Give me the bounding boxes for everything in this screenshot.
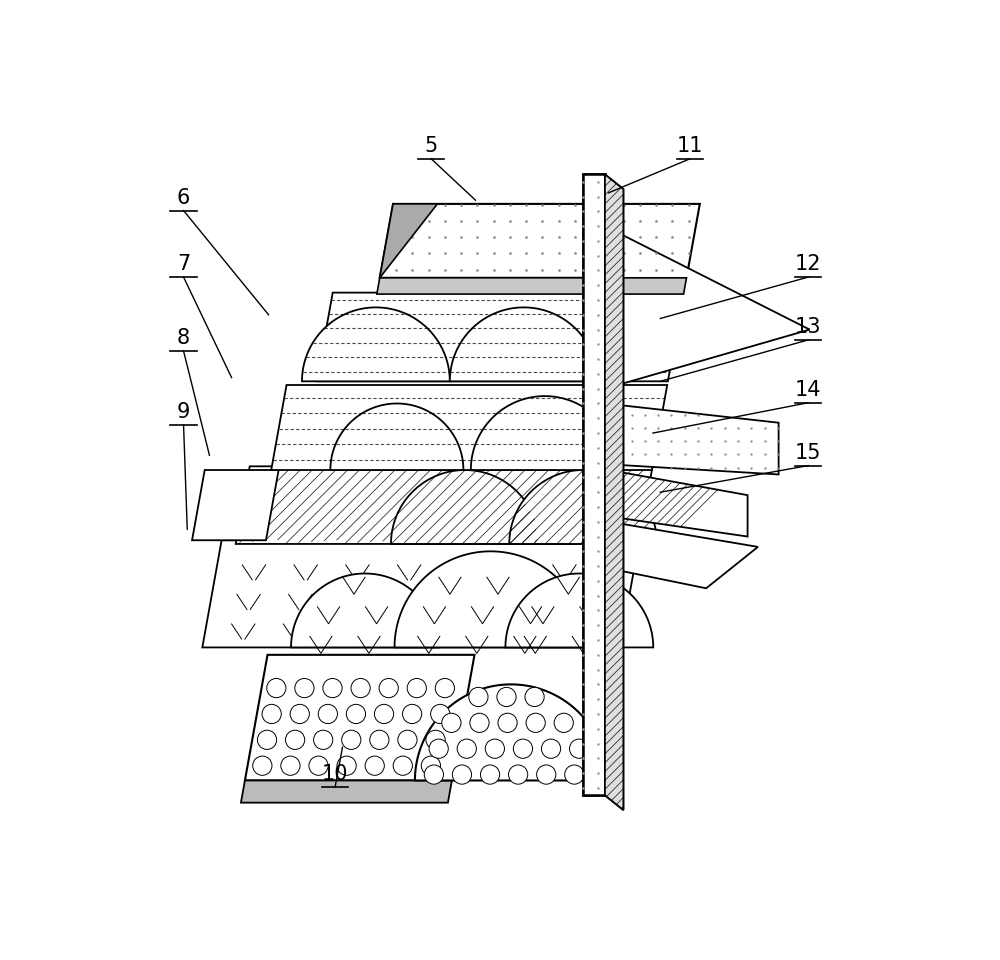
Circle shape xyxy=(480,765,500,784)
Polygon shape xyxy=(291,573,439,647)
Polygon shape xyxy=(509,470,657,544)
Circle shape xyxy=(570,739,589,758)
Circle shape xyxy=(470,713,489,732)
Circle shape xyxy=(290,705,309,724)
Text: 14: 14 xyxy=(795,380,821,399)
Circle shape xyxy=(469,687,488,707)
Circle shape xyxy=(541,739,561,758)
Circle shape xyxy=(393,756,412,776)
Text: 5: 5 xyxy=(425,136,438,156)
Circle shape xyxy=(525,687,544,707)
Circle shape xyxy=(257,731,277,750)
Circle shape xyxy=(513,739,533,758)
Polygon shape xyxy=(380,204,700,277)
Polygon shape xyxy=(605,469,748,537)
Circle shape xyxy=(537,765,556,784)
Polygon shape xyxy=(505,573,653,647)
Circle shape xyxy=(374,705,394,724)
Polygon shape xyxy=(391,470,539,544)
Text: 6: 6 xyxy=(177,187,190,207)
Circle shape xyxy=(497,687,516,707)
Polygon shape xyxy=(236,467,653,544)
Circle shape xyxy=(457,739,476,758)
Circle shape xyxy=(403,705,422,724)
Polygon shape xyxy=(202,540,639,647)
Polygon shape xyxy=(605,175,623,810)
Circle shape xyxy=(309,756,328,776)
Polygon shape xyxy=(415,684,607,780)
Circle shape xyxy=(253,756,272,776)
Circle shape xyxy=(365,756,384,776)
Polygon shape xyxy=(302,307,450,381)
Circle shape xyxy=(424,765,443,784)
Circle shape xyxy=(346,705,366,724)
Polygon shape xyxy=(330,403,463,470)
Polygon shape xyxy=(605,226,810,389)
Polygon shape xyxy=(377,277,687,294)
Polygon shape xyxy=(605,175,623,810)
Circle shape xyxy=(318,705,337,724)
Circle shape xyxy=(295,679,314,698)
Circle shape xyxy=(262,705,281,724)
Text: 9: 9 xyxy=(177,402,190,422)
Circle shape xyxy=(431,705,450,724)
Text: 13: 13 xyxy=(795,317,821,337)
Circle shape xyxy=(323,679,342,698)
Circle shape xyxy=(426,731,445,750)
Polygon shape xyxy=(471,396,619,470)
Circle shape xyxy=(498,713,517,732)
Polygon shape xyxy=(192,470,279,540)
Circle shape xyxy=(407,679,426,698)
Circle shape xyxy=(554,713,573,732)
Circle shape xyxy=(370,731,389,750)
Circle shape xyxy=(452,765,472,784)
Circle shape xyxy=(337,756,356,776)
Polygon shape xyxy=(605,521,758,588)
Polygon shape xyxy=(271,385,667,470)
Circle shape xyxy=(398,731,417,750)
Text: 11: 11 xyxy=(677,136,703,156)
Circle shape xyxy=(509,765,528,784)
Circle shape xyxy=(485,739,504,758)
Circle shape xyxy=(526,713,545,732)
Circle shape xyxy=(351,679,370,698)
Circle shape xyxy=(565,765,584,784)
Circle shape xyxy=(379,679,398,698)
Circle shape xyxy=(267,679,286,698)
Polygon shape xyxy=(395,551,587,647)
Text: 10: 10 xyxy=(322,764,348,784)
Text: 12: 12 xyxy=(795,254,821,275)
Polygon shape xyxy=(317,293,684,381)
Polygon shape xyxy=(583,175,605,795)
Polygon shape xyxy=(450,307,598,381)
Polygon shape xyxy=(380,204,437,277)
Text: 7: 7 xyxy=(177,254,190,275)
Circle shape xyxy=(342,731,361,750)
Text: 15: 15 xyxy=(795,443,821,463)
Text: 8: 8 xyxy=(177,328,190,348)
Polygon shape xyxy=(605,403,779,474)
Circle shape xyxy=(314,731,333,750)
Polygon shape xyxy=(241,780,452,803)
Circle shape xyxy=(429,739,448,758)
Circle shape xyxy=(421,756,441,776)
Polygon shape xyxy=(583,175,605,795)
Circle shape xyxy=(435,679,454,698)
Circle shape xyxy=(285,731,305,750)
Circle shape xyxy=(281,756,300,776)
Circle shape xyxy=(442,713,461,732)
Polygon shape xyxy=(245,655,475,780)
